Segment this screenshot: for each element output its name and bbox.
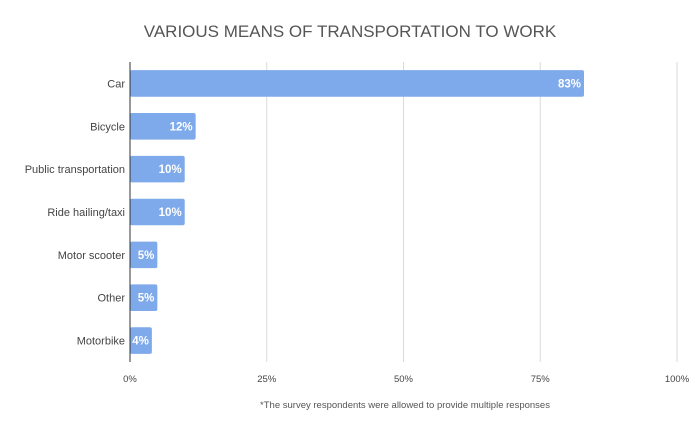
category-label: Car (107, 78, 125, 90)
bar-value-label: 12% (170, 121, 193, 133)
bar-value-label: 10% (159, 164, 182, 176)
bar (130, 198, 185, 226)
bar-value-label: 5% (138, 293, 155, 305)
x-axis-ticks: 0% 25% 50% 75% 100% (123, 374, 690, 385)
bar-value-label: 4% (132, 336, 149, 348)
category-label: Motor scooter (58, 250, 126, 262)
x-tick-label: 50% (394, 374, 414, 385)
x-tick-label: 0% (123, 374, 137, 385)
bar-value-label: 83% (558, 78, 581, 90)
bar-value-label: 10% (159, 207, 182, 219)
category-label: Public transportation (25, 164, 125, 176)
bar-value-label: 5% (138, 250, 155, 262)
bar (130, 155, 185, 183)
gridlines (266, 62, 678, 362)
bars: 83% 12% 10% 10% 5% 5% 4% (130, 70, 585, 354)
bar (130, 113, 196, 140)
bar (130, 327, 152, 354)
category-label: Ride hailing/taxi (47, 207, 125, 219)
category-label: Other (97, 293, 125, 305)
bar (130, 70, 585, 97)
x-tick-label: 25% (257, 374, 277, 385)
x-tick-label: 100% (665, 374, 690, 385)
category-label: Bicycle (90, 121, 125, 133)
bar (130, 284, 158, 311)
category-label: Motorbike (77, 336, 125, 348)
footnote: *The survey respondents were allowed to … (260, 400, 550, 411)
bar (130, 241, 158, 269)
category-labels: Car Bicycle Public transportation Ride hail… (25, 78, 126, 347)
x-tick-label: 75% (531, 374, 551, 385)
chart-title: VARIOUS MEANS OF TRANSPORTATION TO WORK (144, 22, 557, 41)
